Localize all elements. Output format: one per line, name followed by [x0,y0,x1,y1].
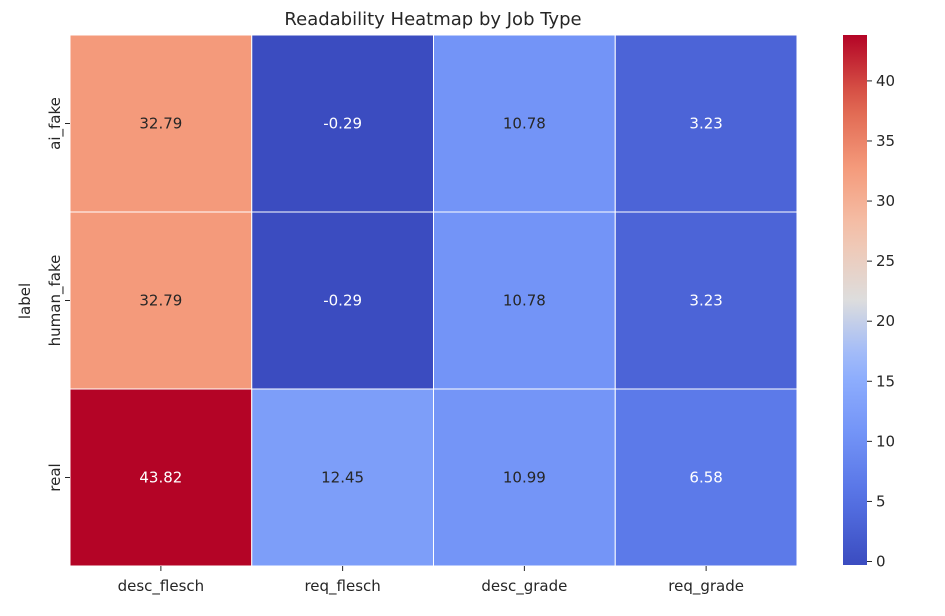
cell-value-label: 32.79 [139,292,182,310]
heatmap-cell [251,211,434,390]
colorbar-gradient [843,35,867,565]
cell-value-label: 12.45 [321,469,364,487]
x-tick-label: req_grade [668,577,744,596]
chart-title: Readability Heatmap by Job Type [284,9,581,30]
heatmap-cell [433,211,616,390]
cell-value-label: -0.29 [323,115,362,133]
heatmap-cells: 32.79 -0.29 10.78 3.23 32.79 -0.29 10.78 3.23 43… [69,34,798,567]
heatmap-cell [251,34,434,213]
colorbar-tick-label: 20 [876,312,895,330]
cell-value-label: 10.78 [503,115,546,133]
cell-value-label: 10.78 [503,292,546,310]
cell-value-label: -0.29 [323,292,362,310]
x-axis: desc_flesch req_flesch desc_grade req_grade [118,566,744,596]
heatmap-cell [433,34,616,213]
colorbar: 0 5 10 15 20 25 30 35 40 [843,35,895,571]
cell-value-label: 43.82 [139,469,182,487]
heatmap-cell [69,34,253,213]
colorbar-tick-label: 25 [876,252,895,270]
cell-value-label: 10.99 [503,469,546,487]
x-tick-label: desc_flesch [118,577,205,596]
colorbar-tick-label: 15 [876,372,895,390]
y-axis-label: label [16,283,34,319]
heatmap-cell [614,388,798,567]
y-tick-label: real [46,463,64,491]
y-tick-label: ai_fake [46,97,65,150]
colorbar-tick-label: 35 [876,132,895,150]
colorbar-tick-label: 40 [876,72,895,90]
heatmap-cell [251,388,434,567]
cell-value-label: 3.23 [689,292,722,310]
heatmap-cell [614,34,798,213]
heatmap-cell [614,211,798,390]
x-tick-label: desc_grade [481,577,567,596]
cell-value-label: 6.58 [689,469,722,487]
colorbar-tick-label: 0 [876,553,886,571]
y-tick-label: human_fake [46,255,65,347]
heatmap-cell [69,211,253,390]
cell-value-label: 3.23 [689,115,722,133]
colorbar-tick-label: 10 [876,432,895,450]
colorbar-tick-label: 30 [876,192,895,210]
colorbar-tick-label: 5 [876,492,886,510]
x-tick-label: req_flesch [304,577,380,596]
cell-value-label: 32.79 [139,115,182,133]
